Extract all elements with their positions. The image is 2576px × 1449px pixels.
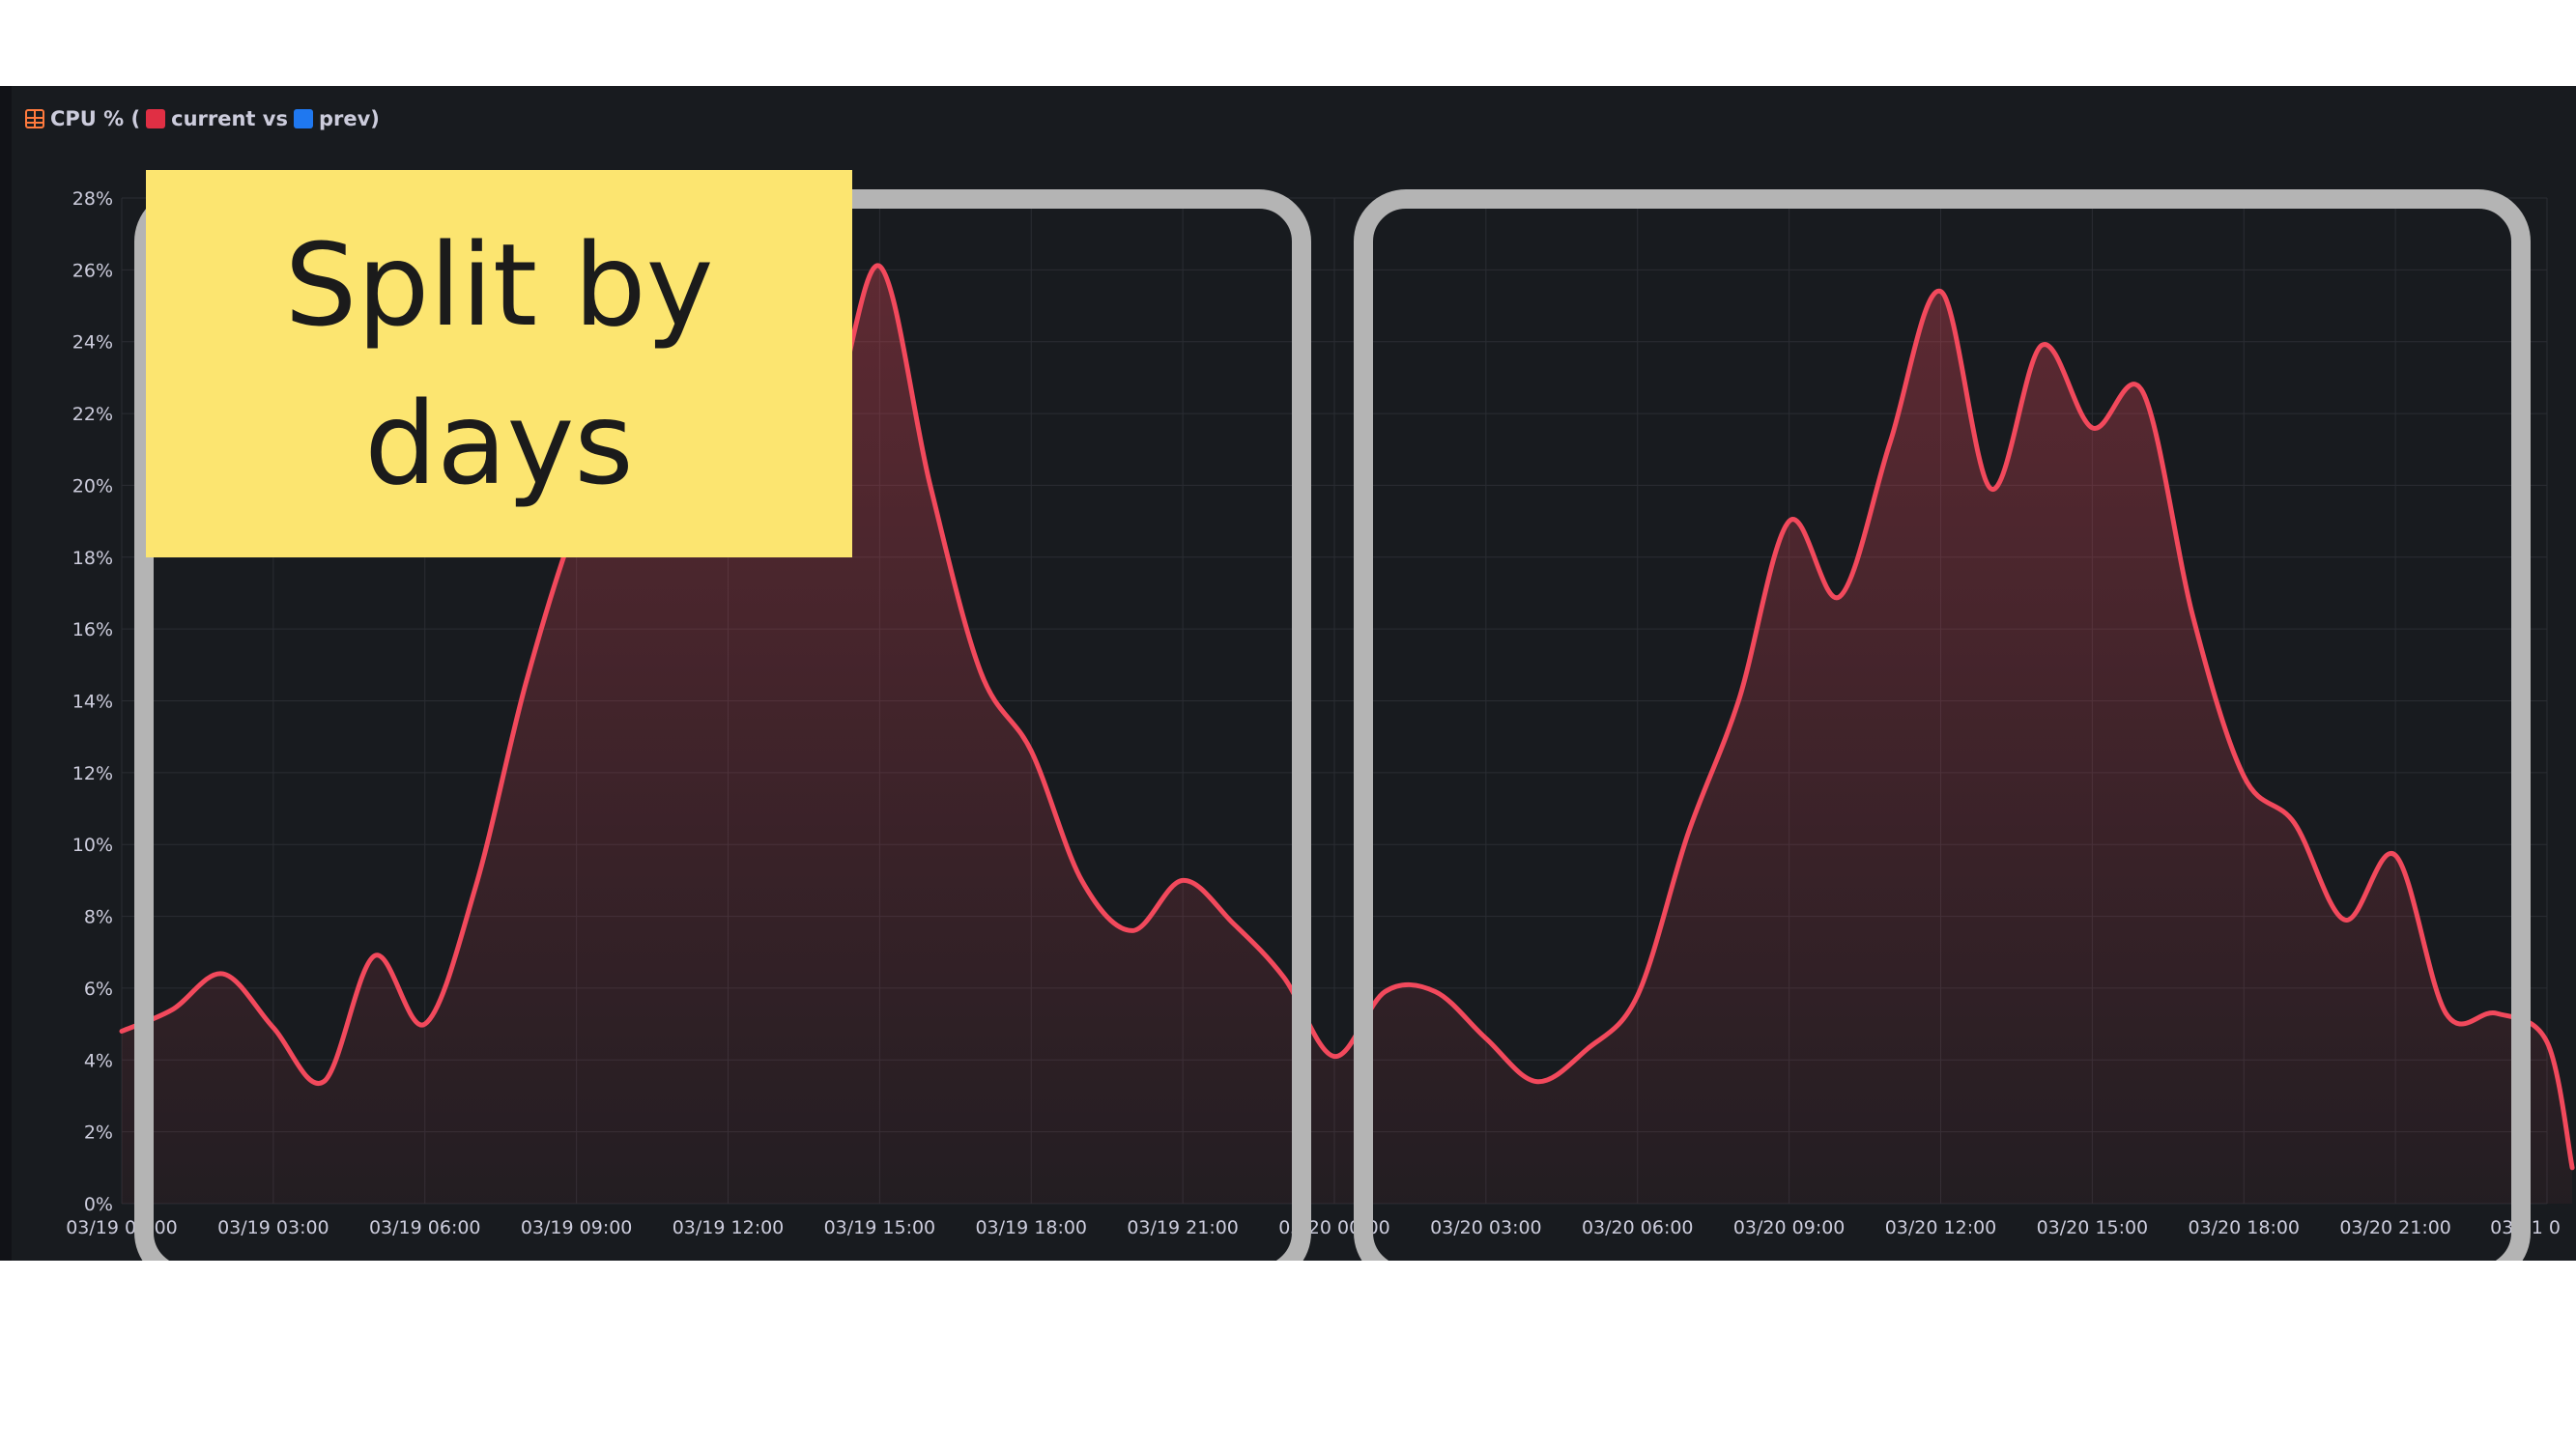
data-point: [1938, 289, 1943, 294]
data-point: [2090, 425, 2095, 430]
data-point: [2292, 820, 2297, 825]
x-tick-label: 03/20 15:00: [2037, 1217, 2149, 1238]
y-tick-label: 22%: [72, 404, 113, 425]
data-point: [1837, 594, 1842, 599]
data-point: [1433, 989, 1438, 994]
data-point: [877, 264, 882, 269]
data-point: [1686, 832, 1691, 837]
data-point: [1736, 698, 1741, 703]
data-point: [928, 483, 932, 488]
data-point: [1079, 878, 1084, 883]
data-point: [473, 885, 478, 890]
data-point: [220, 972, 225, 977]
data-point: [1534, 1079, 1539, 1084]
panel-title-current: current vs: [171, 107, 288, 130]
x-tick-label: 03/20 09:00: [1733, 1217, 1846, 1238]
data-point: [2494, 1011, 2499, 1016]
x-tick-label: 03/20 03:00: [1430, 1217, 1542, 1238]
y-tick-label: 6%: [84, 979, 113, 1000]
sticky-note: Split by days: [146, 170, 852, 557]
x-tick-label: 03/19 12:00: [673, 1217, 785, 1238]
x-tick-label: 03/19 03:00: [217, 1217, 329, 1238]
data-point: [1281, 975, 1286, 980]
y-tick-label: 10%: [72, 835, 113, 856]
data-point: [2570, 1165, 2575, 1170]
panel-title[interactable]: CPU % ( current vs prev): [25, 102, 380, 135]
data-point: [1989, 487, 1993, 492]
blue-square-icon: [293, 109, 313, 128]
x-tick-label: 03/19 15:00: [824, 1217, 936, 1238]
y-tick-label: 20%: [72, 475, 113, 497]
data-point: [1029, 749, 1034, 753]
data-point: [2342, 918, 2347, 923]
y-tick-label: 14%: [72, 692, 113, 713]
data-point: [1383, 989, 1388, 994]
data-point: [120, 1029, 125, 1034]
x-tick-label: 03/19 21:00: [1127, 1217, 1239, 1238]
data-point: [524, 680, 529, 685]
series-line-current: [119, 263, 2575, 1171]
y-tick-label: 26%: [72, 260, 113, 281]
y-tick-label: 0%: [84, 1194, 113, 1215]
y-tick-label: 16%: [72, 619, 113, 640]
y-tick-label: 8%: [84, 907, 113, 928]
data-point: [1332, 1054, 1337, 1059]
data-point: [2040, 343, 2045, 348]
y-tick-label: 24%: [72, 332, 113, 354]
red-square-icon: [146, 109, 166, 128]
data-point: [271, 1025, 275, 1030]
data-point: [1585, 1047, 1589, 1052]
data-point: [322, 1079, 327, 1084]
x-tick-label: 03/19 18:00: [975, 1217, 1087, 1238]
day-highlight-box-03-20: [1354, 189, 2531, 1261]
panel-title-prefix: CPU % (: [50, 107, 141, 130]
data-point: [1483, 1037, 1488, 1041]
data-point: [422, 1022, 427, 1027]
x-tick-label: 03/19 09:00: [521, 1217, 633, 1238]
data-point: [1888, 440, 1893, 444]
data-point: [2444, 1011, 2448, 1016]
y-tick-label: 12%: [72, 763, 113, 784]
data-point: [1130, 928, 1134, 933]
x-tick-label: 03/19 00:00: [66, 1217, 178, 1238]
x-tick-label: 03/19 06:00: [369, 1217, 481, 1238]
data-point: [2140, 389, 2145, 394]
y-tick-label: 2%: [84, 1122, 113, 1144]
sticky-note-text: Split by days: [284, 217, 714, 510]
x-tick-label: 03/20 18:00: [2188, 1217, 2300, 1238]
x-tick-label: 03/20 21:00: [2339, 1217, 2451, 1238]
panel-title-prev: prev): [318, 107, 380, 130]
data-point: [1231, 922, 1236, 926]
data-point: [170, 1008, 175, 1012]
data-point: [1181, 878, 1186, 883]
y-tick-label: 28%: [72, 188, 113, 210]
x-tick-label: 03/20 12:00: [1885, 1217, 1997, 1238]
data-point: [2242, 774, 2247, 779]
x-tick-label: 03/20 06:00: [1582, 1217, 1694, 1238]
y-tick-label: 18%: [72, 548, 113, 569]
data-point: [979, 669, 984, 674]
data-point: [1635, 993, 1640, 998]
data-point: [2545, 1039, 2550, 1044]
y-tick-label: 4%: [84, 1050, 113, 1071]
data-point: [2191, 616, 2196, 621]
table-icon: [25, 109, 44, 128]
data-point: [372, 953, 377, 958]
data-point: [2393, 853, 2398, 858]
data-point: [1787, 519, 1791, 524]
